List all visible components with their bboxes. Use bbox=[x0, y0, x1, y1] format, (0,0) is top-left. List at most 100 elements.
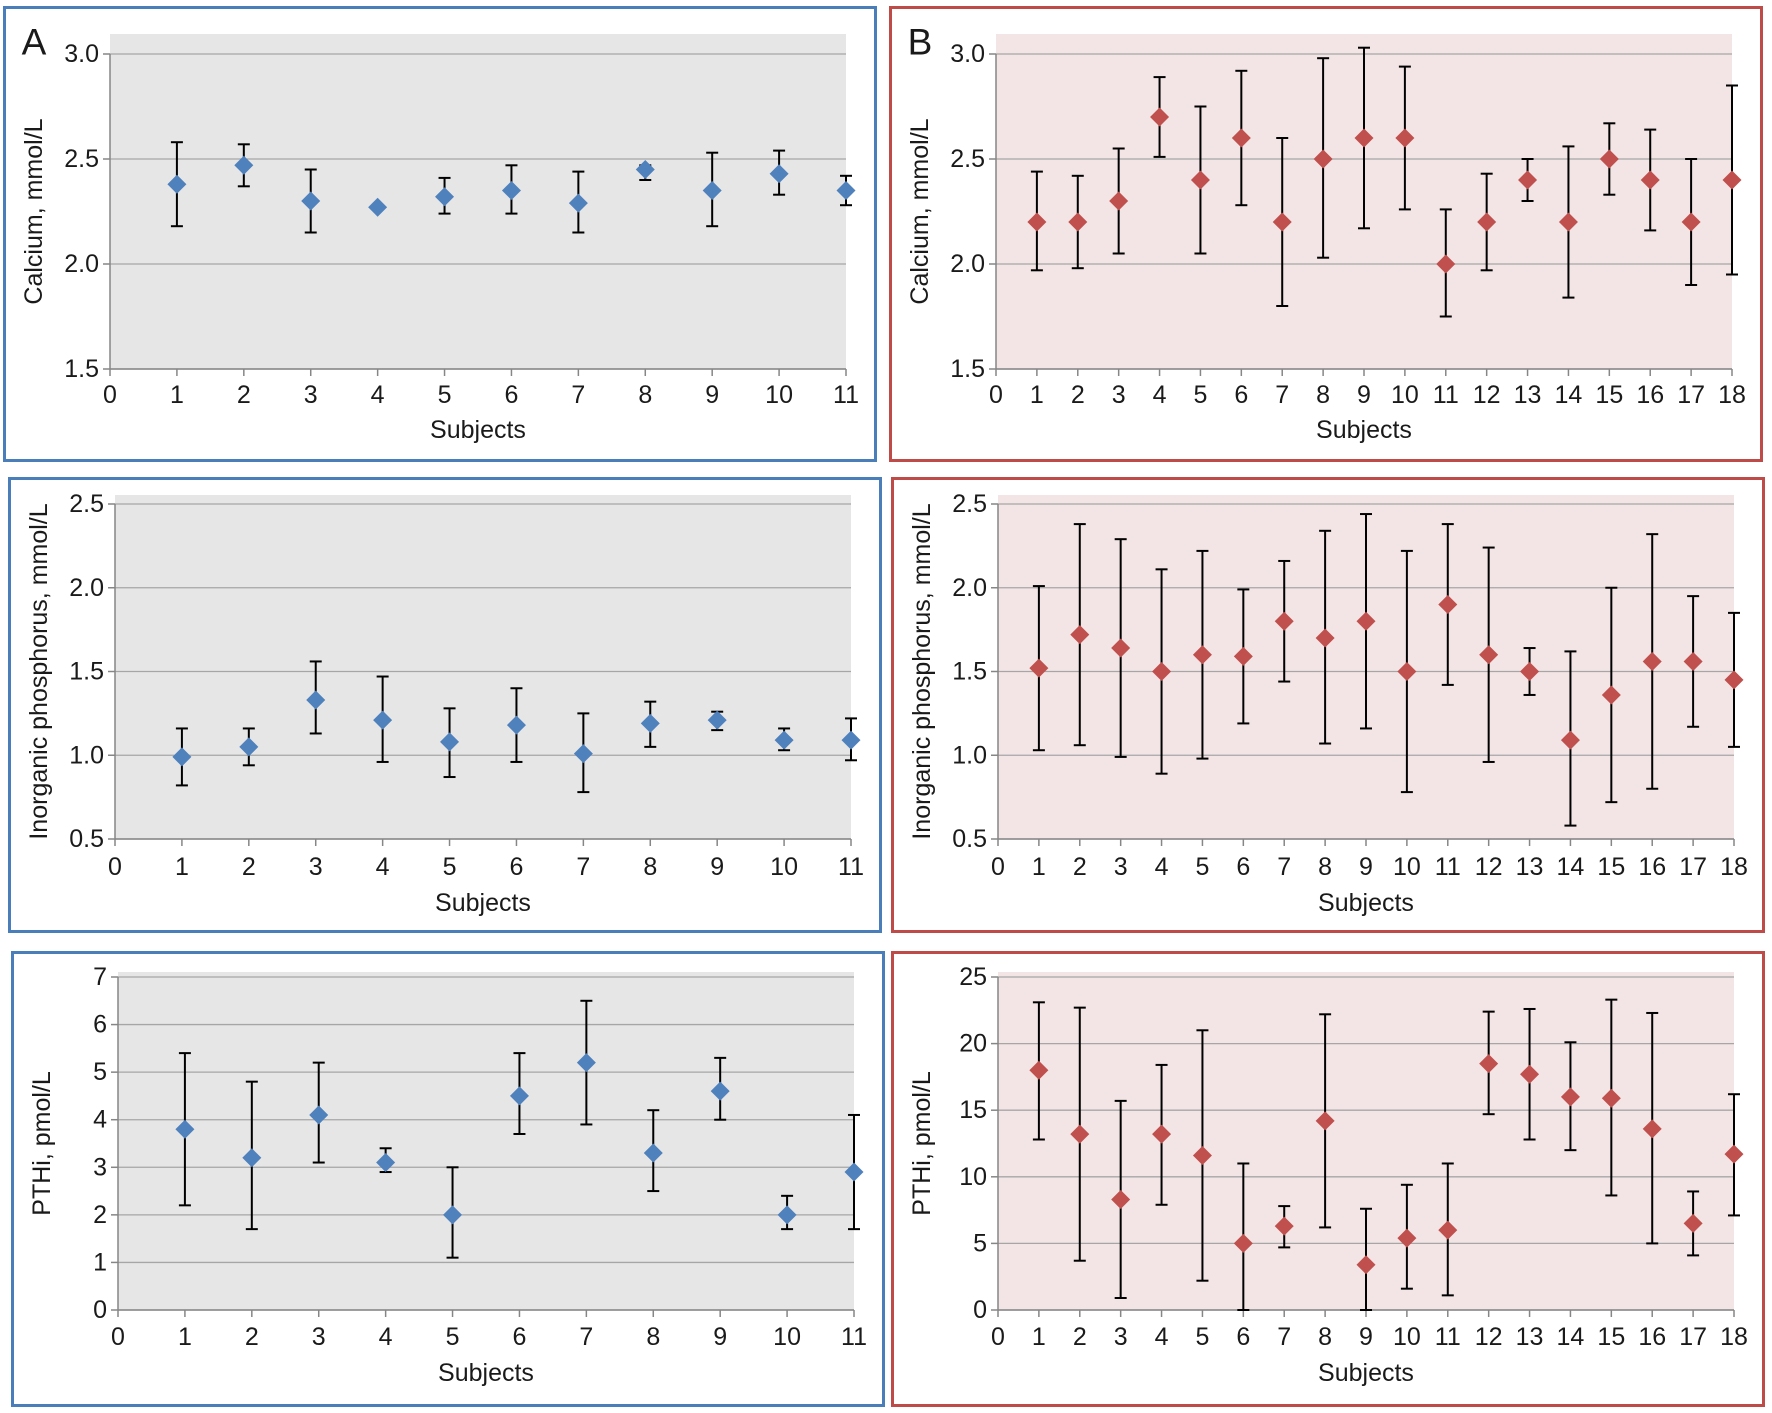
x-tick-label: 17 bbox=[1679, 853, 1707, 881]
x-tick-label: 5 bbox=[1195, 1323, 1209, 1351]
y-tick-label: 2.0 bbox=[64, 250, 99, 278]
y-tick-label: 2.5 bbox=[950, 145, 985, 173]
chart-a-calcium: 1.5 2.0 2.5 3.0 0 1 2 3 4 5 6 7 8 9 10 11 Subjects Calciu… bbox=[20, 22, 859, 445]
x-tick-label: 1 bbox=[178, 1323, 192, 1351]
x-tick-label: 4 bbox=[1155, 853, 1169, 881]
x-tick-label: 1 bbox=[175, 853, 189, 881]
data-point bbox=[1111, 1189, 1131, 1209]
data-point bbox=[1233, 1233, 1253, 1253]
x-tick-label: 12 bbox=[1473, 381, 1501, 409]
data-point bbox=[1356, 611, 1376, 631]
data-point bbox=[1190, 170, 1210, 190]
x-tick-label: 2 bbox=[237, 381, 251, 409]
x-tick-label: 9 bbox=[710, 853, 724, 881]
x-tick-label: 4 bbox=[1153, 381, 1167, 409]
x-tick-label: 2 bbox=[242, 853, 256, 881]
x-tick-label: 11 bbox=[833, 381, 859, 409]
x-tick-label: 11 bbox=[1435, 1323, 1461, 1351]
y-tick-label: 0.5 bbox=[69, 825, 104, 853]
data-point bbox=[1192, 1145, 1212, 1165]
y-tick-label: 10 bbox=[959, 1163, 987, 1191]
data-point bbox=[1150, 107, 1170, 127]
x-tick-label: 3 bbox=[1114, 1323, 1128, 1351]
x-tick-label: 10 bbox=[773, 1323, 801, 1351]
y-tick-label: 2.0 bbox=[69, 574, 104, 602]
panel-label: A bbox=[22, 22, 47, 63]
y-tick-label: 1 bbox=[93, 1248, 107, 1276]
x-axis-label: Subjects bbox=[430, 416, 526, 444]
data-point bbox=[1231, 128, 1251, 148]
y-axis-label: PTHi, pmol/L bbox=[908, 1071, 936, 1216]
data-point bbox=[1722, 170, 1742, 190]
x-axis-label: Subjects bbox=[438, 1359, 534, 1387]
data-point bbox=[635, 160, 655, 179]
y-tick-label: 1.0 bbox=[69, 741, 104, 769]
data-point bbox=[1724, 1144, 1744, 1164]
x-tick-label: 7 bbox=[576, 853, 590, 881]
x-tick-label: 0 bbox=[991, 1323, 1005, 1351]
y-tick-label: 3 bbox=[93, 1153, 107, 1181]
x-tick-label: 0 bbox=[991, 853, 1005, 881]
x-tick-label: 4 bbox=[371, 381, 385, 409]
data-point bbox=[1111, 638, 1131, 658]
y-tick-label: 2.0 bbox=[950, 250, 985, 278]
data-point bbox=[1560, 730, 1580, 750]
x-tick-label: 4 bbox=[1155, 1323, 1169, 1351]
x-tick-label: 5 bbox=[438, 381, 452, 409]
y-tick-label: 0.5 bbox=[952, 825, 987, 853]
data-point bbox=[841, 730, 861, 750]
data-point bbox=[1354, 128, 1374, 148]
x-tick-label: 7 bbox=[1275, 381, 1289, 409]
chart-a-phosphorus: 0.5 1.0 1.5 2.0 2.5 0 1 2 3 4 5 6 7 8 9 10 11 Subjects Ino… bbox=[25, 490, 864, 917]
data-point bbox=[506, 715, 526, 735]
x-tick-label: 10 bbox=[1391, 381, 1419, 409]
y-axis-label: Inorganic phosphorus, mmol/L bbox=[25, 503, 53, 839]
y-tick-label: 5 bbox=[93, 1058, 107, 1086]
panel-b-calcium: 1.5 2.0 2.5 3.0 0 1 2 3 4 5 6 7 8 9 10 11 12 13 14 15 16 17 18… bbox=[889, 6, 1763, 462]
data-point bbox=[573, 744, 593, 764]
data-point bbox=[1560, 1087, 1580, 1107]
x-tick-label: 14 bbox=[1555, 381, 1583, 409]
data-point bbox=[368, 197, 388, 217]
y-axis-label: Calcium, mmol/L bbox=[20, 118, 48, 304]
data-point bbox=[1558, 212, 1578, 232]
y-tick-label: 1.5 bbox=[952, 658, 987, 686]
data-point bbox=[242, 1148, 262, 1168]
data-point bbox=[1438, 595, 1458, 614]
x-tick-label: 18 bbox=[1720, 853, 1748, 881]
x-tick-label: 6 bbox=[1236, 1323, 1250, 1351]
x-tick-label: 9 bbox=[713, 1323, 727, 1351]
data-point bbox=[1152, 1124, 1172, 1144]
data-point bbox=[1272, 212, 1292, 232]
x-tick-label: 8 bbox=[638, 381, 652, 409]
data-point bbox=[1601, 1088, 1621, 1108]
y-tick-label: 1.5 bbox=[950, 355, 985, 383]
data-point bbox=[1397, 1228, 1417, 1248]
x-tick-label: 15 bbox=[1597, 853, 1625, 881]
x-tick-label: 3 bbox=[309, 853, 323, 881]
y-tick-label: 1.5 bbox=[64, 355, 99, 383]
data-point bbox=[702, 181, 722, 200]
x-tick-label: 13 bbox=[1516, 853, 1544, 881]
data-point bbox=[1109, 191, 1129, 211]
x-tick-label: 3 bbox=[304, 381, 318, 409]
data-point bbox=[710, 1081, 730, 1101]
data-point bbox=[640, 713, 660, 733]
y-tick-label: 0 bbox=[93, 1296, 107, 1324]
x-tick-label: 17 bbox=[1679, 1323, 1707, 1351]
x-tick-label: 5 bbox=[1195, 853, 1209, 881]
data-point bbox=[440, 732, 460, 752]
x-tick-label: 6 bbox=[513, 1323, 527, 1351]
x-tick-label: 11 bbox=[838, 853, 864, 881]
plot-area bbox=[115, 495, 851, 839]
data-point bbox=[306, 690, 326, 710]
panel-label: B bbox=[908, 22, 933, 63]
y-tick-label: 3.0 bbox=[64, 40, 99, 68]
x-tick-label: 3 bbox=[1114, 853, 1128, 881]
data-point bbox=[1070, 1124, 1090, 1144]
panel-a-calcium: 1.5 2.0 2.5 3.0 0 1 2 3 4 5 6 7 8 9 10 11 Subjects Calciu… bbox=[3, 6, 877, 462]
x-tick-label: 13 bbox=[1516, 1323, 1544, 1351]
data-point bbox=[1313, 149, 1333, 169]
data-point bbox=[1029, 1060, 1049, 1080]
